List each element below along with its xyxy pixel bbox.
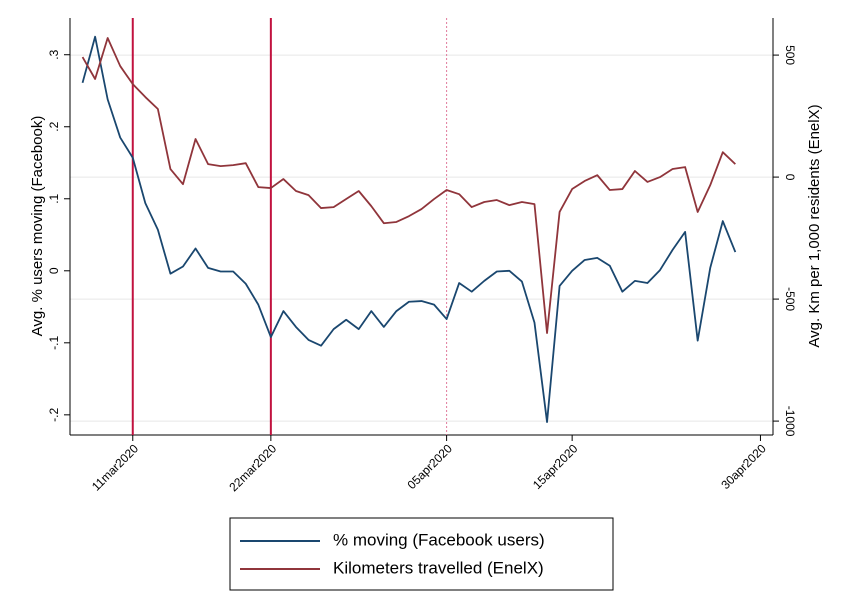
legend-label: % moving (Facebook users) (333, 530, 545, 549)
y2-tick-label: 0 (783, 174, 797, 181)
y-axis-title: Avg. % users moving (Facebook) (29, 116, 46, 337)
series-line (81, 35, 737, 423)
y-tick-label: .1 (47, 193, 61, 203)
y2-tick-label: -500 (783, 287, 797, 311)
y-tick-label: -.2 (47, 408, 61, 422)
legend-label: Kilometers travelled (EnelX) (333, 558, 544, 577)
y2-tick-label: 500 (783, 45, 797, 65)
y-tick-label: -.1 (47, 335, 61, 349)
y-tick-label: .3 (47, 49, 61, 59)
series-line (81, 37, 736, 334)
y2-tick-label: -1000 (783, 406, 797, 437)
y-tick-label: 0 (47, 267, 61, 274)
y-tick-label: .2 (47, 121, 61, 131)
legend-box (229, 517, 614, 591)
y2-axis-title: Avg. Km per 1,000 residents (EnelX) (806, 104, 823, 347)
